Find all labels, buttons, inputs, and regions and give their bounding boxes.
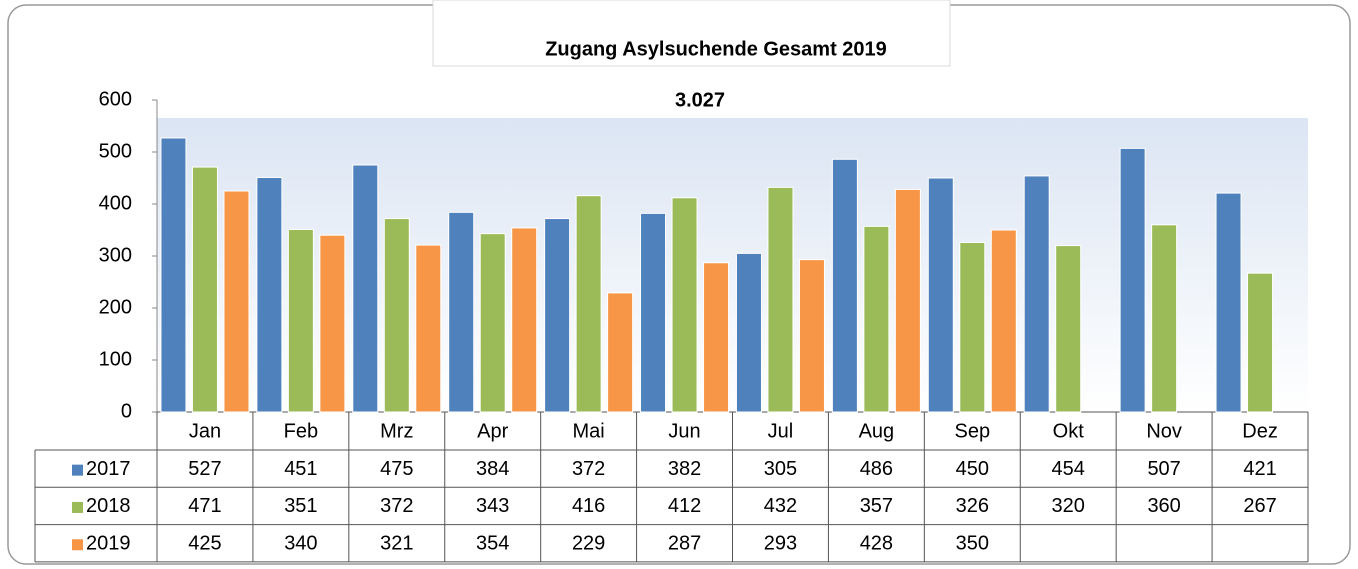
- table-value: 305: [764, 458, 797, 480]
- bar: [1119, 147, 1146, 413]
- x-tick-label: Mrz: [380, 420, 413, 442]
- table-value: 340: [284, 533, 317, 555]
- table-value: 229: [572, 533, 605, 555]
- table-value: 350: [956, 533, 989, 555]
- bar: [640, 212, 667, 413]
- bar: [160, 137, 187, 413]
- table-value: 267: [1243, 495, 1276, 517]
- table-value: 384: [476, 458, 509, 480]
- y-tick-label: 100: [99, 348, 132, 370]
- x-tick-label: Jun: [668, 420, 700, 442]
- subtitle-box: [660, 84, 740, 118]
- bar: [479, 233, 506, 413]
- x-tick-label: Okt: [1053, 420, 1085, 442]
- table-value: 360: [1147, 495, 1180, 517]
- bar: [287, 228, 314, 413]
- table-value: 428: [860, 533, 893, 555]
- table-value: 412: [668, 495, 701, 517]
- table-value: 326: [956, 495, 989, 517]
- plot-background: [157, 118, 1308, 412]
- y-tick-label: 300: [99, 244, 132, 266]
- bar: [607, 292, 634, 413]
- bar: [1215, 192, 1242, 413]
- x-tick-label: Jan: [189, 420, 221, 442]
- x-tick-label: Jul: [768, 420, 794, 442]
- bar: [1055, 245, 1082, 413]
- y-tick-label: 200: [99, 296, 132, 318]
- bar: [894, 188, 921, 413]
- table-value: 527: [188, 458, 221, 480]
- bar: [256, 176, 283, 413]
- bar: [544, 218, 571, 413]
- legend-key: [72, 501, 83, 513]
- table-value: 293: [764, 533, 797, 555]
- bar: [735, 252, 762, 413]
- table-value: 450: [956, 458, 989, 480]
- y-tick-label: 0: [121, 400, 132, 422]
- chart-subtitle: 3.027: [675, 89, 725, 111]
- legend-label: 2017: [86, 458, 131, 480]
- bar: [575, 195, 602, 413]
- bar: [863, 225, 890, 413]
- legend-key: [72, 539, 83, 551]
- bar: [927, 177, 954, 413]
- bar: [383, 218, 410, 413]
- legend-key: [72, 464, 83, 476]
- table-value: 372: [572, 458, 605, 480]
- table-value: 454: [1052, 458, 1085, 480]
- bar: [798, 259, 825, 413]
- y-tick-label: 400: [99, 192, 132, 214]
- table-value: 475: [380, 458, 413, 480]
- table-value: 425: [188, 533, 221, 555]
- table-value: 416: [572, 495, 605, 517]
- legend-label: 2018: [86, 495, 131, 517]
- table-value: 421: [1243, 458, 1276, 480]
- title-box: [432, 0, 951, 67]
- bar: [1151, 224, 1178, 413]
- x-tick-label: Mai: [573, 420, 605, 442]
- table-value: 507: [1147, 458, 1180, 480]
- table-value: 372: [380, 495, 413, 517]
- bar: [990, 229, 1017, 413]
- bar: [223, 190, 250, 413]
- x-tick-label: Sep: [954, 420, 990, 442]
- legend-label: 2019: [86, 533, 131, 555]
- bar: [703, 262, 730, 413]
- table-value: 321: [380, 533, 413, 555]
- bar: [831, 158, 858, 413]
- table-value: 351: [284, 495, 317, 517]
- table-value: 354: [476, 533, 509, 555]
- x-tick-label: Feb: [284, 420, 318, 442]
- table-value: 451: [284, 458, 317, 480]
- bar: [352, 164, 379, 413]
- table-value: 432: [764, 495, 797, 517]
- table-value: 357: [860, 495, 893, 517]
- x-tick-label: Nov: [1146, 420, 1182, 442]
- table-value: 471: [188, 495, 221, 517]
- bar: [319, 234, 346, 413]
- table-value: 382: [668, 458, 701, 480]
- bar: [767, 186, 794, 413]
- bar: [191, 166, 218, 413]
- chart-title: Zugang Asylsuchende Gesamt 2019: [545, 38, 887, 60]
- table-value: 320: [1052, 495, 1085, 517]
- y-tick-label: 600: [99, 88, 132, 110]
- x-tick-label: Apr: [477, 420, 508, 442]
- table-value: 343: [476, 495, 509, 517]
- y-tick-label: 500: [99, 140, 132, 162]
- x-tick-label: Dez: [1242, 420, 1278, 442]
- table-value: 486: [860, 458, 893, 480]
- table-value: 287: [668, 533, 701, 555]
- bar: [1023, 175, 1050, 413]
- bar: [1247, 272, 1274, 413]
- bar: [959, 241, 986, 413]
- x-tick-label: Aug: [859, 420, 895, 442]
- bar: [415, 244, 442, 413]
- bar: [448, 211, 475, 413]
- bar: [671, 197, 698, 413]
- bar: [511, 227, 538, 413]
